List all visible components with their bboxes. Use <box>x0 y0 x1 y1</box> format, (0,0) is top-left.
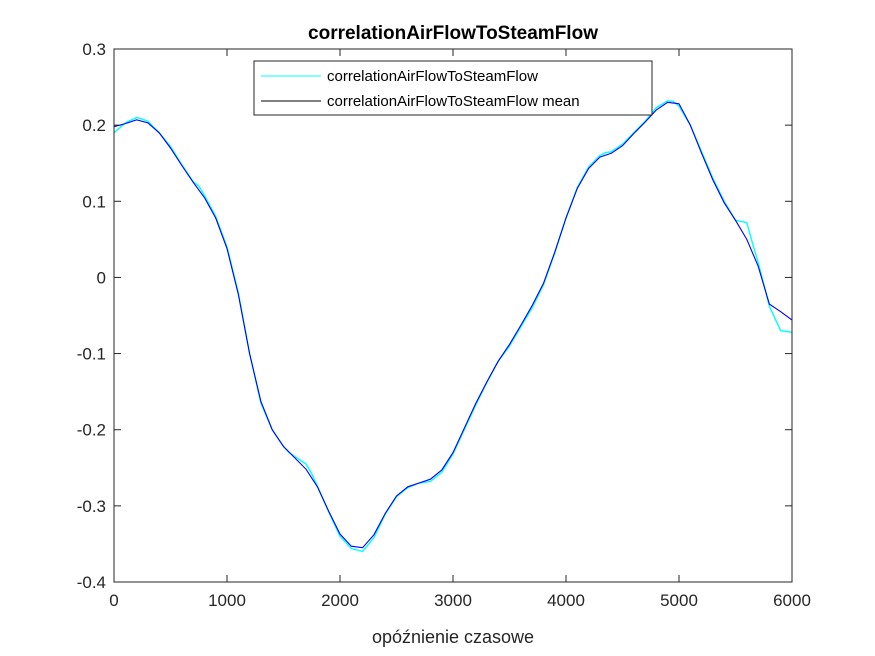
y-tick-label: 0 <box>97 268 106 287</box>
y-tick-label: -0.1 <box>77 345 106 364</box>
x-axis-label: opóźnienie czasowe <box>372 627 534 647</box>
legend-box <box>253 60 653 116</box>
x-tick-label: 5000 <box>660 591 698 610</box>
y-tick-label: -0.3 <box>77 497 106 516</box>
y-tick-label: 0.3 <box>82 40 106 59</box>
x-tick-label: 0 <box>109 591 118 610</box>
chart-title: correlationAirFlowToSteamFlow <box>308 23 598 44</box>
y-tick-label: -0.2 <box>77 421 106 440</box>
x-tick-label: 6000 <box>773 591 811 610</box>
x-axis-ticks: 0 1000 2000 3000 4000 5000 6000 <box>109 49 811 610</box>
axes-background <box>114 49 792 582</box>
legend-label-series-2: correlationAirFlowToSteamFlow mean <box>327 93 580 110</box>
y-axis-ticks: 0.3 0.2 0.1 0 -0.1 -0.2 -0.3 -0.4 <box>77 40 792 592</box>
y-tick-label: -0.4 <box>77 573 106 592</box>
x-tick-label: 3000 <box>434 591 472 610</box>
series-line-2 <box>113 101 793 549</box>
series-lines <box>113 100 793 553</box>
y-tick-label: 0.1 <box>82 192 106 211</box>
x-tick-label: 4000 <box>547 591 585 610</box>
legend: correlationAirFlowToSteamFlow correlatio… <box>253 60 653 116</box>
x-tick-label: 1000 <box>208 591 246 610</box>
x-tick-label: 2000 <box>321 591 359 610</box>
legend-label-series-1: correlationAirFlowToSteamFlow <box>327 68 538 85</box>
plot-area: 0 1000 2000 3000 4000 5000 6000 0.3 0.2 0.1 0 -0.1… <box>77 40 811 610</box>
y-tick-label: 0.2 <box>82 116 106 135</box>
